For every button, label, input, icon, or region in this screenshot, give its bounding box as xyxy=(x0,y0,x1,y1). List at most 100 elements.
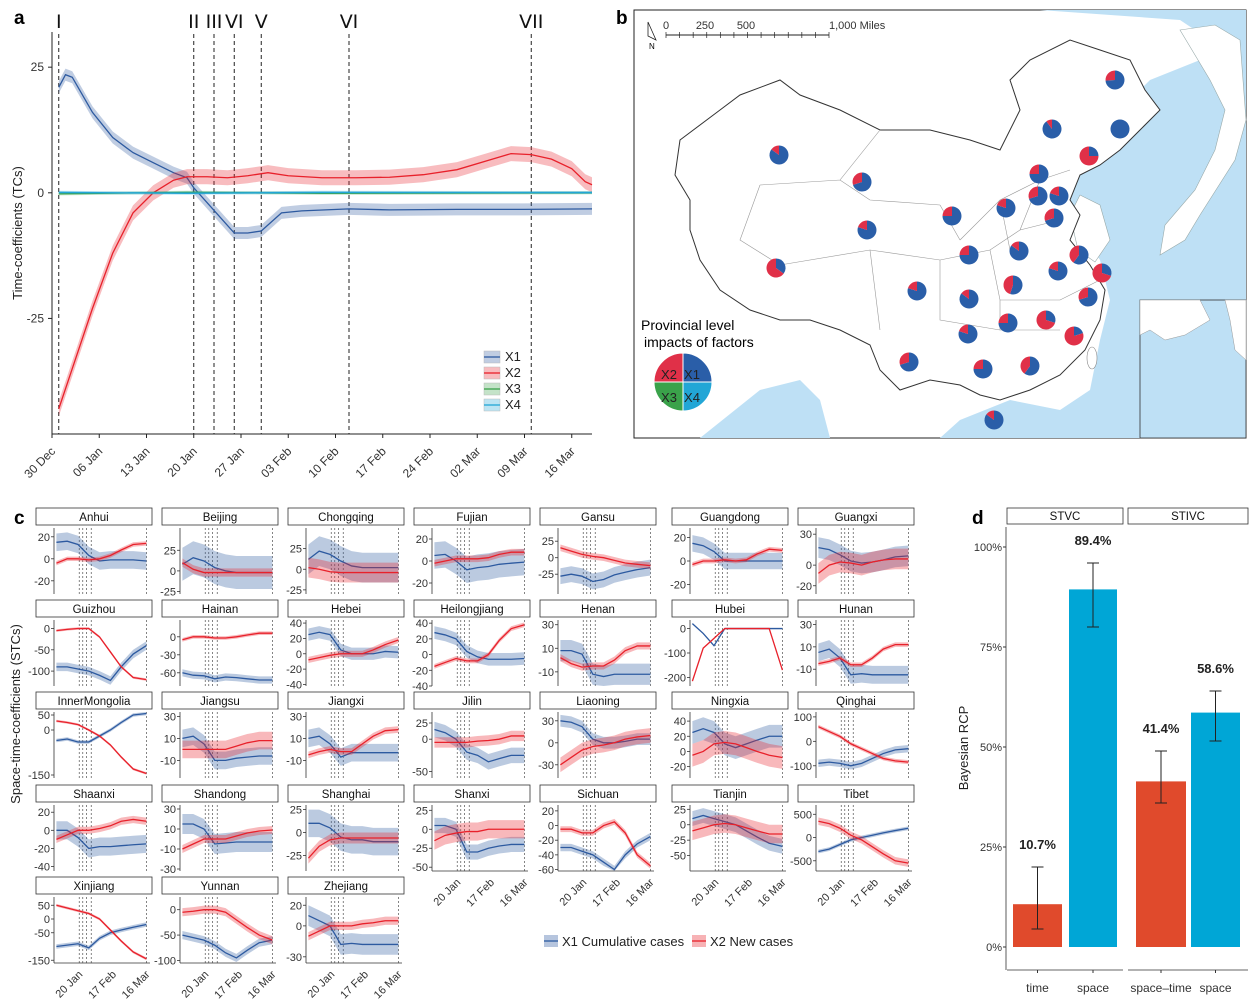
subplot-y-tick-label: 10 xyxy=(164,824,176,836)
inset-land-east xyxy=(1224,299,1247,361)
subplot-band-x1 xyxy=(560,559,651,590)
subplot-jiangxi: Jiangxi 30 10 -10 xyxy=(286,691,405,778)
pie-slice-x2 xyxy=(986,410,994,420)
subplot-x-tick-label: 17 Feb xyxy=(722,877,755,910)
panel-a-phase-label: VI xyxy=(340,11,359,33)
subplot-x-tick-label: 20 Jan xyxy=(179,969,211,1001)
subplot-y-tick-label: 25 xyxy=(290,805,302,817)
subplot-y-tick-label: -30 xyxy=(160,864,176,876)
subplot-x-tick-label: 17 Feb xyxy=(464,877,497,910)
subplot-y-tick-label: -20 xyxy=(412,578,428,590)
pie-slice-x2 xyxy=(1092,263,1112,283)
subplot-y-tick-label: -500 xyxy=(790,856,812,868)
pie-slice-x2 xyxy=(1069,245,1079,263)
province-pie xyxy=(852,172,872,192)
subplot-strip xyxy=(161,507,279,526)
subplot-y-tick-label: 0 xyxy=(296,921,302,933)
panel-a-x-tick-label: 30 Dec xyxy=(21,444,58,481)
subplot-title: Shanxi xyxy=(454,789,489,801)
pie-slice-x2 xyxy=(942,206,952,216)
subplot-y-tick-label: -10 xyxy=(160,755,176,767)
panel-a-x-tick-label: 16 Mar xyxy=(542,444,578,480)
panel-a-y-label: Time-coefficients (TCs) xyxy=(10,166,25,300)
subplot-strip xyxy=(797,691,915,710)
map-legend-slice-label: X2 xyxy=(661,367,677,382)
panel-a-x-tick-label: 20 Jan xyxy=(164,444,199,479)
subplot-y-tick-label: -20 xyxy=(286,664,302,676)
pie-slice-x1 xyxy=(1110,119,1130,139)
subplot-y-tick-label: 100 xyxy=(794,712,812,724)
subplot-line-x2 xyxy=(434,624,525,667)
subplot-band-x1 xyxy=(692,717,783,760)
subplot-line-x2 xyxy=(434,828,525,842)
subplot-y-tick-label: -50 xyxy=(412,862,428,874)
subplot-y-tick-label: -40 xyxy=(286,679,302,691)
subplot-strip xyxy=(287,599,405,618)
subplot-guizhou: Guizhou 0 -50 -100 xyxy=(28,599,153,686)
subplot-line-x2 xyxy=(308,920,399,937)
subplot-band-x2 xyxy=(560,544,651,569)
pie-slice-x1 xyxy=(1089,146,1099,156)
subplot-band-x2 xyxy=(818,548,909,584)
subplot-band-x2 xyxy=(56,815,147,843)
subplot-strip xyxy=(539,691,657,710)
subplot-line-x1 xyxy=(434,728,525,763)
pie-slice-x2 xyxy=(1020,356,1030,374)
subplot-band-x1 xyxy=(308,905,399,955)
panel-a-phase-label: V xyxy=(255,11,268,33)
subplot-line-x1 xyxy=(182,823,273,845)
subplot-y-tick-label: -20 xyxy=(670,580,686,592)
panel-a-x-tick-label: 17 Feb xyxy=(353,444,390,481)
subplot-y-tick-label: -50 xyxy=(34,645,50,657)
subplot-guangdong: Guangdong 20 0 -20 xyxy=(670,507,789,594)
province-pie xyxy=(959,245,979,265)
subplot-x-tick-label: 20 Jan xyxy=(557,877,589,909)
subplot-band-x2 xyxy=(692,730,783,769)
province-pie xyxy=(1036,310,1056,330)
subplot-band-x1 xyxy=(818,537,909,574)
subplot-band-x1 xyxy=(56,922,147,951)
subplot-line-x2 xyxy=(56,818,147,840)
subplot-line-x2 xyxy=(56,904,147,960)
subplot-band-x2 xyxy=(560,728,651,773)
pie-slice-x2 xyxy=(899,352,909,365)
subplot-y-tick-label: 30 xyxy=(800,529,812,541)
subplot-y-tick-label: 30 xyxy=(164,711,176,723)
subplot-y-tick-label: -50 xyxy=(160,930,176,942)
subplot-y-tick-label: -25 xyxy=(286,585,302,597)
subplot-band-x1 xyxy=(308,727,399,766)
subplot-x-tick-label: 16 Mar xyxy=(120,968,153,1001)
subplot-y-tick-label: 0 xyxy=(44,554,50,566)
panel-a-phase-label: II xyxy=(188,11,199,33)
panel-a-phase-label: III xyxy=(206,11,223,33)
panel-d-bar xyxy=(1136,781,1186,947)
province-pie xyxy=(1009,241,1029,261)
subplot-anhui: Anhui 20 0 -20 xyxy=(34,507,153,594)
pie-slice-x2 xyxy=(973,359,983,369)
pie-slice-x2 xyxy=(771,145,779,155)
pie-slice-x2 xyxy=(961,289,969,299)
subplot-x-tick-label: 16 Mar xyxy=(372,968,405,1001)
province-pie xyxy=(769,145,789,165)
subplot-y-tick-label: 50 xyxy=(38,900,50,912)
province-pie xyxy=(1003,275,1023,295)
subplot-strip xyxy=(287,691,405,710)
subplot-title: Shanghai xyxy=(322,789,371,801)
subplot-strip xyxy=(797,507,915,526)
subplot-y-tick-label: -30 xyxy=(160,650,176,662)
panel-a-line-x2 xyxy=(58,152,593,410)
pie-slice-x2 xyxy=(1011,241,1019,251)
subplot-line-x1 xyxy=(818,546,909,564)
subplot-x-tick-label: 16 Mar xyxy=(624,876,657,909)
ocean-east xyxy=(1040,10,1246,438)
pie-slice-x1 xyxy=(1078,287,1098,307)
subplot-y-tick-label: -40 xyxy=(34,861,50,873)
subplot-title: Hainan xyxy=(202,604,238,616)
subplot-x-tick-label: 16 Mar xyxy=(756,876,789,909)
subplot-line-x1 xyxy=(818,748,909,767)
panel-d-value-label: 41.4% xyxy=(1143,721,1180,736)
subplot-y-tick-label: 0 xyxy=(680,624,686,636)
